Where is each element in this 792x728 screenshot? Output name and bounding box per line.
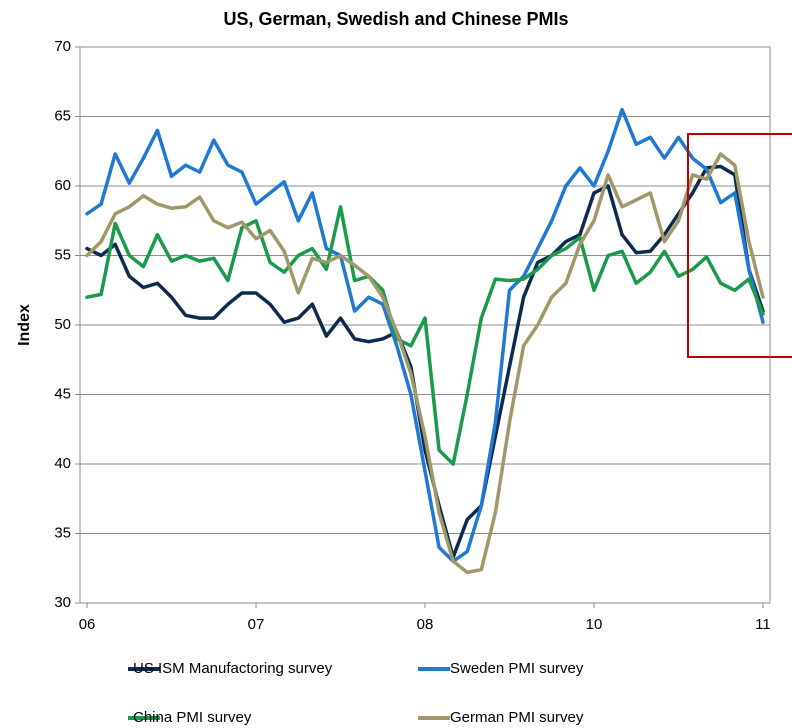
- x-tick-label: 11: [755, 616, 771, 633]
- y-tick-label: 70: [54, 38, 71, 55]
- legend-label: Sweden PMI survey: [450, 660, 584, 677]
- series-line: [85, 205, 765, 466]
- chart-title: US, German, Swedish and Chinese PMIs: [223, 9, 568, 29]
- y-tick-label: 40: [54, 455, 71, 472]
- legend-label: German PMI survey: [450, 709, 584, 726]
- y-tick-label: 35: [54, 524, 71, 541]
- series-line: [85, 164, 765, 559]
- series-line: [85, 152, 765, 575]
- y-tick-label: 45: [54, 385, 71, 402]
- y-tick-label: 50: [54, 316, 71, 333]
- y-tick-label: 60: [54, 177, 71, 194]
- y-tick-label: 55: [54, 246, 71, 263]
- y-tick-label: 30: [54, 594, 71, 611]
- legend-label: China PMI survey: [133, 709, 252, 726]
- legend-label: US ISM Manufactoring survey: [133, 660, 333, 677]
- x-tick-label: 10: [586, 616, 603, 633]
- x-tick-label: 07: [248, 616, 265, 633]
- x-tick-label: 06: [79, 616, 96, 633]
- y-tick-label: 65: [54, 107, 71, 124]
- highlight-box: [687, 133, 792, 358]
- y-axis-title: Index: [16, 304, 33, 346]
- series-line: [85, 107, 765, 564]
- x-tick-label: 08: [417, 616, 434, 633]
